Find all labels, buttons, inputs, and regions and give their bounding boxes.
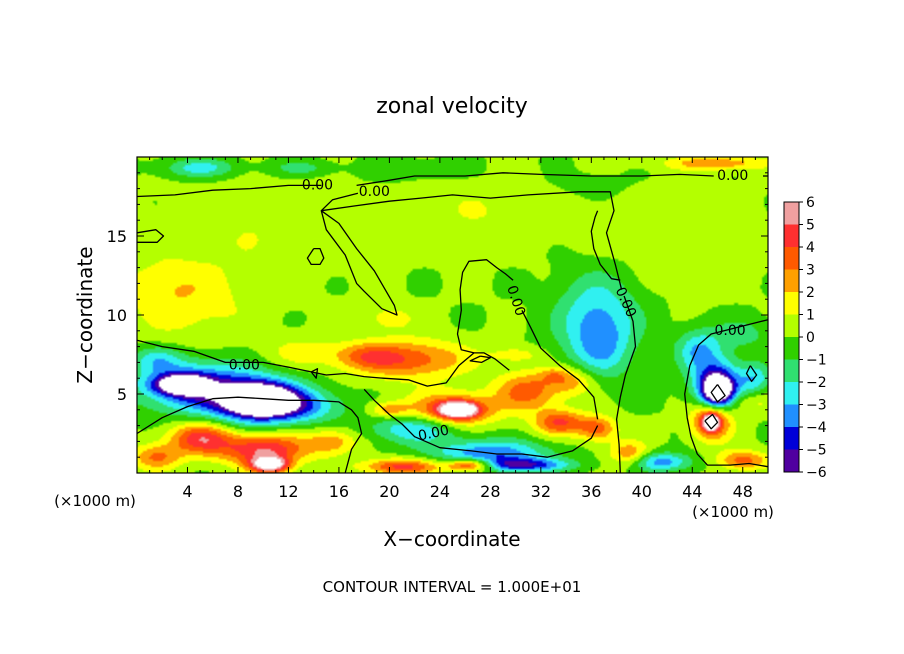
- colorbar-tick-label: 2: [806, 285, 815, 301]
- contour-interval-note: CONTOUR INTERVAL = 1.000E+01: [323, 578, 582, 596]
- contour-line: [521, 310, 599, 420]
- contour-line: [136, 229, 165, 243]
- x-tick-label: 44: [682, 482, 702, 501]
- colorbar-swatch: [784, 427, 799, 450]
- y-axis-ticks: 5 10 15: [107, 172, 768, 458]
- velocity-field-image: [137, 157, 768, 473]
- x-tick-label: 24: [430, 482, 450, 501]
- y-tick-label: 15: [107, 227, 127, 246]
- contour-line: [684, 319, 769, 468]
- colorbar-swatch: [784, 269, 799, 293]
- x-tick-label: 4: [182, 482, 192, 501]
- x-axis-label: X−coordinate: [383, 527, 520, 551]
- colorbar-tick-label: −5: [806, 443, 827, 459]
- x-tick-label: 36: [581, 482, 601, 501]
- y-tick-label: 10: [107, 306, 127, 325]
- colorbar-tick-label: −6: [806, 465, 827, 481]
- colorbar-swatch: [784, 314, 799, 338]
- contour-line: [704, 413, 719, 430]
- colorbar-swatch: [784, 449, 799, 473]
- colorbar-tick-label: −3: [806, 398, 827, 414]
- y-tick-label: 5: [117, 385, 127, 404]
- contour-label: 0.00: [715, 323, 746, 339]
- colorbar-tick-label: 4: [806, 240, 815, 256]
- colorbar-swatch: [784, 404, 799, 428]
- colorbar: 6 5 4 3 2 1 0 −1 −2 −3 −4 −5 −6: [783, 195, 827, 481]
- colorbar-swatch: [784, 382, 799, 405]
- x-tick-label: 40: [632, 482, 652, 501]
- contour-line: [615, 295, 637, 474]
- y-axis-label: Z−coordinate: [73, 246, 97, 383]
- colorbar-swatch: [784, 359, 799, 383]
- contour-label: 0.00: [417, 422, 451, 444]
- colorbar-swatch: [784, 247, 799, 270]
- colorbar-swatch: [784, 202, 799, 225]
- colorbar-tick-label: −4: [806, 420, 827, 436]
- colorbar-tick-label: 6: [806, 195, 815, 211]
- contour-line: [310, 368, 319, 379]
- colorbar-tick-label: 0: [806, 330, 815, 346]
- colorbar-swatch: [784, 224, 799, 248]
- x-tick-label: 48: [733, 482, 753, 501]
- x-axis-ticks: 4 8 12 16 20 24 28 32 36 40 44 48: [149, 157, 756, 501]
- x-tick-label: 12: [278, 482, 298, 501]
- contour-label: 0.00: [229, 358, 260, 374]
- contour-line: [363, 388, 599, 458]
- colorbar-swatch: [784, 292, 799, 315]
- colorbar-tick-label: −2: [806, 375, 827, 391]
- colorbar-tick-label: 1: [806, 308, 815, 324]
- colorbar-swatch: [784, 337, 799, 360]
- x-tick-label: 16: [329, 482, 349, 501]
- contour-label: 0.00: [302, 177, 333, 193]
- x-tick-label: 20: [379, 482, 399, 501]
- contour-label: 0.00: [359, 184, 390, 200]
- contour-line: [320, 210, 398, 316]
- contour-label: 0.00: [717, 168, 748, 184]
- contour-line: [710, 384, 726, 403]
- zero-contour-lines: [136, 172, 769, 474]
- contour-line: [136, 396, 363, 474]
- colorbar-tick-label: 3: [806, 263, 815, 279]
- contour-line: [320, 191, 623, 290]
- contour-line: [469, 355, 492, 364]
- x-tick-label: 8: [233, 482, 243, 501]
- contour-line: [136, 184, 322, 198]
- contour-line: [136, 339, 510, 387]
- contour-line: [590, 210, 621, 281]
- x-tick-label: 32: [531, 482, 551, 501]
- contour-line: [456, 259, 514, 354]
- contour-line: [745, 365, 758, 383]
- chart-title: zonal velocity: [376, 94, 528, 119]
- x-unit-right: (×1000 m): [692, 503, 774, 521]
- contour-line: [356, 172, 714, 187]
- colorbar-tick-label: −1: [806, 353, 827, 369]
- contour-line: [306, 247, 325, 266]
- x-tick-label: 28: [480, 482, 500, 501]
- velocity-field: [137, 157, 768, 473]
- colorbar-tick-label: 5: [806, 218, 815, 234]
- x-unit-left: (×1000 m): [54, 492, 136, 510]
